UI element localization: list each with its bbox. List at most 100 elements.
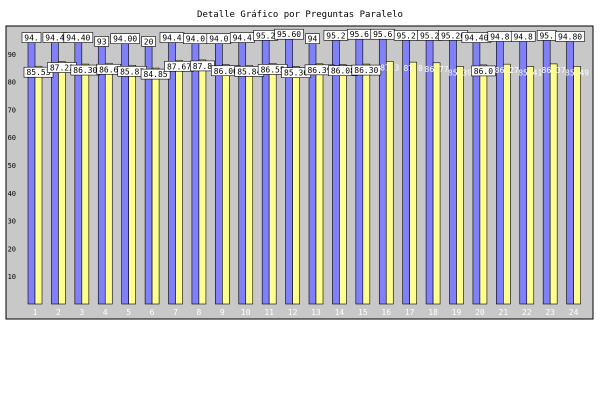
data-label: 87.22 [50, 64, 74, 73]
x-tick-label: 3 [79, 308, 84, 317]
y-axis-ticks: 10 20 30 40 50 60 70 80 90 [8, 51, 16, 281]
data-label: 95.6 [350, 30, 369, 39]
bar-series-2-18 [432, 62, 441, 305]
bar-series-1-16 [378, 37, 387, 305]
bar-series-1-21 [496, 40, 504, 305]
bar-series-1-20 [472, 41, 481, 305]
data-label-box [555, 31, 585, 42]
data-label: 85.41 [518, 69, 542, 78]
data-label: 85.87 [120, 67, 144, 76]
data-label: 94. [24, 34, 38, 43]
x-tick-label: 9 [220, 308, 225, 317]
bar-series-1-12 [285, 37, 293, 305]
data-label: 95.2 [397, 31, 416, 40]
data-label: 93 [97, 37, 107, 46]
bar-series-2-20 [479, 64, 488, 305]
x-axis-ticks: 1 2 3 4 5 6 7 8 9 10 11 12 13 14 15 16 17 18 19 20 21 22 23 24 [33, 308, 579, 317]
data-label-box [141, 36, 156, 47]
data-label: 94.8 [514, 32, 533, 41]
data-label: 95.20 [441, 31, 465, 40]
y-tick-label: 30 [8, 218, 16, 226]
data-label-box [351, 64, 382, 76]
bar-series-2-5 [128, 64, 136, 305]
x-tick-label: 8 [197, 308, 202, 317]
data-label: 94.8 [490, 32, 509, 41]
x-tick-label: 7 [173, 308, 178, 317]
data-label: 94.40 [464, 34, 488, 43]
x-tick-label: 12 [288, 308, 298, 317]
data-label-box [63, 32, 94, 43]
data-label: 86.08 [331, 67, 355, 76]
data-label: 94.40 [66, 34, 90, 43]
data-label: 86.6 [99, 65, 118, 74]
data-label: 94 [308, 35, 318, 44]
y-tick-label: 10 [8, 273, 16, 281]
data-label: 95. [539, 31, 553, 40]
bar-series-2-21 [503, 63, 511, 305]
bar-series-2-19 [456, 66, 464, 305]
bar-series-1-11 [261, 39, 270, 305]
y-tick-label: 20 [8, 245, 16, 253]
data-label-box [305, 33, 320, 44]
bar-series-2-22 [526, 66, 535, 305]
data-label: 86.27 [495, 66, 519, 75]
data-label: 85.39 [448, 69, 472, 78]
bar-series-1-19 [449, 39, 457, 305]
data-label: 20 [144, 37, 154, 46]
x-tick-label: 18 [428, 308, 438, 317]
x-tick-label: 6 [150, 308, 155, 317]
data-label: 86.55 [261, 65, 285, 74]
data-label: 94.4 [162, 34, 181, 43]
data-label: 95.2 [326, 31, 345, 40]
x-tick-label: 17 [405, 308, 415, 317]
x-tick-label: 22 [522, 308, 532, 317]
bar-series-1-14 [332, 39, 340, 305]
bar-series-1-18 [425, 39, 434, 305]
data-label: 85.53 [26, 68, 50, 77]
x-tick-label: 11 [264, 308, 274, 317]
data-label: 87.8 [193, 62, 212, 71]
y-tick-label: 80 [8, 79, 16, 87]
data-label: 94.00 [113, 35, 137, 44]
data-label: 94.0 [186, 35, 205, 44]
data-label: 84.85 [144, 70, 168, 79]
data-labels: 94. 85.53 94.4 87.22 94.40 86.30 93 86.6 94.00 85… [21, 28, 589, 80]
bar-series-2-16 [385, 61, 394, 305]
bar-series-2-15 [362, 63, 371, 305]
data-label: 86.30 [73, 66, 97, 75]
x-tick-label: 19 [452, 308, 462, 317]
y-tick-label: 90 [8, 51, 16, 59]
data-label: 95.2 [256, 31, 275, 40]
data-label: 85.49 [565, 68, 589, 77]
data-label-box [274, 28, 304, 40]
bar-series-1-6 [144, 45, 153, 305]
bar-series-2-14 [339, 64, 347, 305]
x-tick-label: 2 [56, 308, 61, 317]
x-tick-label: 20 [475, 308, 485, 317]
bar-series-1-17 [402, 39, 410, 305]
data-label: 87.3 [380, 63, 399, 72]
y-tick-label: 60 [8, 134, 16, 142]
bar-series-1-5 [121, 42, 129, 305]
x-tick-label: 24 [569, 308, 579, 317]
data-label: 86.06 [214, 67, 238, 76]
x-tick-label: 1 [33, 308, 38, 317]
bar-series-2-24 [573, 66, 581, 305]
data-label: 95.6 [373, 30, 392, 39]
data-label: 85.36 [284, 69, 308, 78]
bar-series-1-1 [27, 41, 36, 305]
data-label-box [510, 31, 536, 42]
bar-series-1-24 [566, 40, 574, 305]
bar-series-2-7 [175, 59, 183, 305]
data-label: 87.67 [167, 62, 191, 71]
x-tick-label: 10 [241, 308, 251, 317]
x-tick-label: 15 [358, 308, 368, 317]
data-label: 94.80 [558, 32, 582, 41]
data-label: 86.37 [542, 66, 566, 75]
bar-series-2-12 [292, 66, 300, 305]
data-label: 86.0 [474, 67, 493, 76]
bar-series-1-15 [355, 37, 364, 305]
data-label: 86.77 [425, 65, 449, 74]
